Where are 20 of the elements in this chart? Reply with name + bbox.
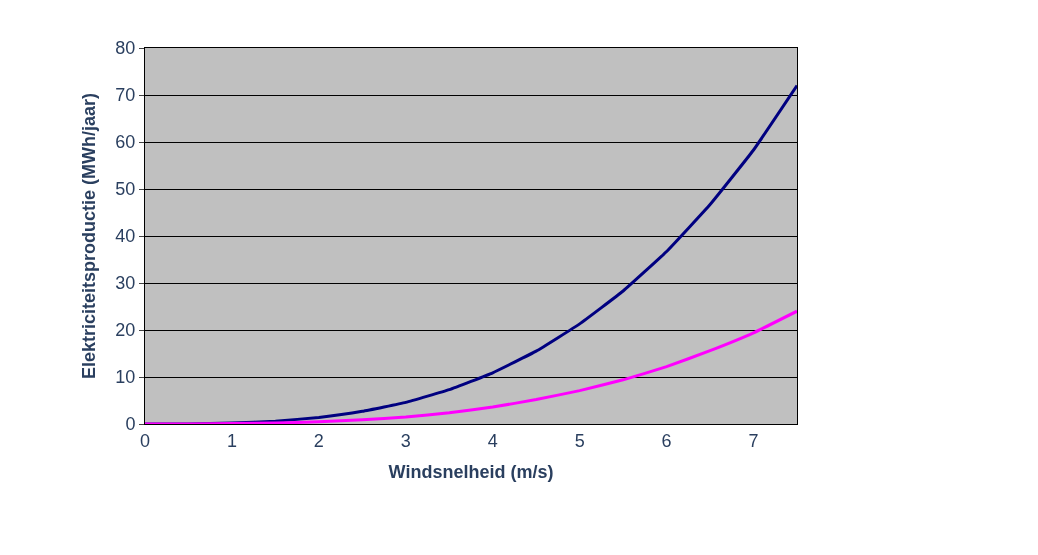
y-tick-label: 20 — [115, 320, 136, 341]
x-tick-label: 7 — [748, 430, 759, 451]
y-tick-label: 30 — [115, 273, 136, 294]
y-tick-label: 70 — [115, 85, 136, 106]
line-series — [145, 309, 797, 424]
x-tick-label: 0 — [139, 430, 151, 451]
x-tick-label: 4 — [487, 430, 498, 451]
y-tick-label: 80 — [115, 38, 136, 59]
y-tick-label: 0 — [125, 414, 136, 435]
x-tick-label: 2 — [313, 430, 324, 451]
x-tick-label: 6 — [661, 430, 672, 451]
y-tick-label: 40 — [115, 226, 136, 247]
y-tick-label: 60 — [115, 132, 136, 153]
x-axis-title: Windsnelheid (m/s) — [388, 461, 554, 482]
x-tick-label: 1 — [226, 430, 237, 451]
y-tick-label: 50 — [115, 179, 136, 200]
x-tick-label: 5 — [574, 430, 585, 451]
y-axis-title: Elektriciteitsproductie (MWh/jaar) — [78, 92, 99, 380]
x-tick-label: 3 — [400, 430, 411, 451]
y-tick-label: 10 — [115, 367, 136, 388]
